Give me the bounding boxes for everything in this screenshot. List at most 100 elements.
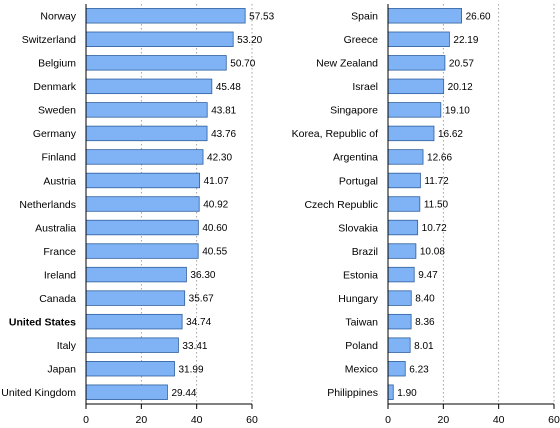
category-label: Denmark (33, 81, 76, 93)
category-label: Hungary (338, 293, 378, 305)
bar (387, 337, 411, 353)
category-label: Brazil (352, 246, 378, 258)
category-label: Belgium (38, 58, 76, 70)
bar (85, 313, 183, 330)
value-label: 33.41 (182, 341, 207, 352)
x-tick-label: 60 (548, 414, 560, 426)
category-label: Korea, Republic of (292, 128, 378, 140)
value-label: 36.30 (190, 270, 215, 281)
value-label: 43.76 (211, 129, 236, 140)
bar (85, 384, 168, 400)
bar (85, 102, 208, 118)
bar (85, 219, 199, 236)
bar (387, 196, 421, 212)
value-label: 43.81 (211, 105, 236, 116)
category-label: Sweden (38, 105, 76, 117)
bar (85, 125, 208, 142)
bar (387, 219, 419, 236)
x-tick-label: 0 (385, 414, 391, 426)
bar (85, 243, 199, 259)
value-label: 6.23 (409, 364, 429, 375)
bar (387, 78, 445, 95)
value-label: 10.72 (422, 223, 447, 234)
bar (387, 266, 415, 283)
chart-panel-2: Spain 26.60 Greece 22.19 New Zealand 20.57 Isr… (292, 4, 560, 426)
value-label: 57.53 (249, 11, 274, 22)
category-label: Finland (42, 152, 77, 164)
value-label: 29.44 (171, 388, 196, 399)
bar (85, 78, 213, 95)
category-label: Italy (57, 340, 77, 352)
category-label: Singapore (330, 105, 378, 117)
value-label: 1.90 (397, 388, 417, 399)
category-label: Taiwan (345, 316, 378, 328)
category-label: United States (9, 316, 76, 328)
bar (85, 172, 201, 189)
value-label: 40.55 (202, 247, 227, 258)
category-label: Germany (33, 128, 77, 140)
value-label: 16.62 (438, 129, 463, 140)
category-label: Australia (35, 222, 76, 234)
value-label: 31.99 (179, 364, 204, 375)
category-label: New Zealand (316, 58, 378, 70)
value-label: 22.19 (453, 35, 478, 46)
value-label: 19.10 (445, 105, 470, 116)
category-label: Japan (47, 364, 76, 376)
category-label: Norway (40, 11, 76, 23)
value-label: 10.08 (420, 247, 445, 258)
value-label: 8.40 (415, 294, 435, 305)
value-label: 34.74 (186, 317, 211, 328)
category-label: Philippines (327, 387, 378, 399)
value-label: 11.72 (424, 176, 449, 187)
category-label: Mexico (345, 364, 378, 376)
category-label: France (43, 246, 76, 258)
bar (387, 31, 450, 47)
value-label: 40.60 (202, 223, 227, 234)
category-label: Canada (39, 293, 76, 305)
bar (85, 290, 186, 306)
bar (387, 243, 417, 259)
bar (85, 31, 234, 47)
x-tick-label: 60 (246, 414, 258, 426)
bar (387, 149, 424, 165)
bar (387, 55, 446, 71)
bar (85, 55, 227, 71)
bar (387, 8, 462, 24)
category-label: Czech Republic (304, 199, 378, 211)
bar (387, 290, 412, 306)
value-label: 20.12 (448, 82, 473, 93)
x-tick-label: 20 (135, 414, 147, 426)
bar (387, 313, 412, 330)
bar (387, 361, 406, 377)
category-label: Estonia (343, 269, 378, 281)
bar (85, 266, 187, 283)
category-label: Portugal (339, 175, 378, 187)
value-label: 9.47 (418, 270, 438, 281)
category-label: Argentina (333, 152, 378, 164)
bar (85, 361, 175, 377)
value-label: 35.67 (189, 294, 214, 305)
chart-panel-1: Norway 57.53 Switzerland 53.20 Belgium 50.70 D… (1, 4, 275, 426)
bar (387, 125, 435, 142)
category-label: Austria (43, 175, 76, 187)
value-label: 40.92 (203, 200, 228, 211)
bar (387, 102, 442, 118)
value-label: 12.66 (427, 153, 452, 164)
category-label: United Kingdom (1, 387, 76, 399)
category-label: Poland (345, 340, 378, 352)
x-tick-label: 20 (437, 414, 449, 426)
category-label: Greece (344, 34, 379, 46)
bar (387, 384, 394, 400)
value-label: 45.48 (216, 82, 241, 93)
bar (85, 149, 204, 165)
category-label: Slovakia (338, 222, 378, 234)
value-label: 41.07 (204, 176, 229, 187)
value-label: 20.57 (449, 58, 474, 69)
value-label: 8.36 (415, 317, 435, 328)
category-label: Spain (351, 11, 378, 23)
value-label: 42.30 (207, 153, 232, 164)
category-label: Israel (352, 81, 378, 93)
x-tick-label: 40 (191, 414, 203, 426)
category-label: Switzerland (22, 34, 76, 46)
